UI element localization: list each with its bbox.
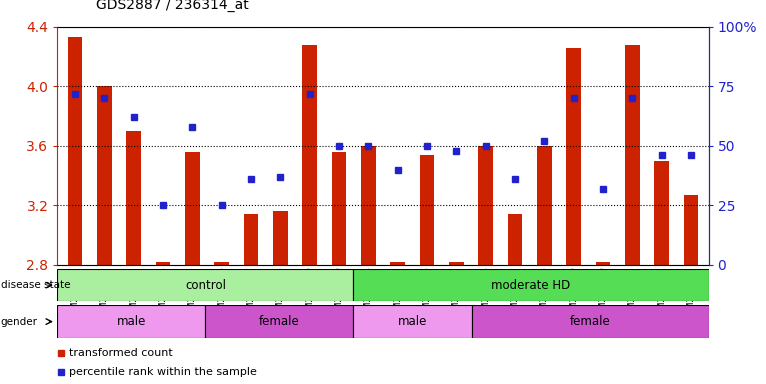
Bar bbox=[478, 146, 493, 265]
Bar bbox=[57, 305, 205, 338]
Bar bbox=[205, 305, 353, 338]
Bar bbox=[353, 269, 709, 301]
Text: male: male bbox=[398, 315, 427, 328]
Bar bbox=[625, 45, 640, 265]
Bar bbox=[273, 211, 288, 265]
Text: control: control bbox=[185, 279, 226, 291]
Text: percentile rank within the sample: percentile rank within the sample bbox=[69, 367, 257, 377]
Bar bbox=[508, 214, 522, 265]
Bar bbox=[537, 146, 552, 265]
Bar bbox=[303, 45, 317, 265]
Bar bbox=[155, 262, 170, 265]
Bar bbox=[391, 262, 405, 265]
Bar bbox=[57, 269, 353, 301]
Bar bbox=[185, 152, 200, 265]
Text: moderate HD: moderate HD bbox=[491, 279, 571, 291]
Text: gender: gender bbox=[1, 316, 38, 327]
Bar bbox=[244, 214, 258, 265]
Bar bbox=[332, 152, 346, 265]
Text: female: female bbox=[259, 315, 300, 328]
Text: male: male bbox=[116, 315, 146, 328]
Text: disease state: disease state bbox=[1, 280, 70, 290]
Bar bbox=[449, 262, 463, 265]
Bar bbox=[566, 48, 581, 265]
Bar bbox=[654, 161, 669, 265]
Bar bbox=[683, 195, 699, 265]
Bar bbox=[472, 305, 709, 338]
Bar bbox=[420, 155, 434, 265]
Bar bbox=[97, 86, 112, 265]
Bar bbox=[126, 131, 141, 265]
Bar bbox=[214, 262, 229, 265]
Text: female: female bbox=[570, 315, 611, 328]
Text: transformed count: transformed count bbox=[69, 348, 173, 358]
Bar bbox=[67, 37, 83, 265]
Text: GDS2887 / 236314_at: GDS2887 / 236314_at bbox=[96, 0, 248, 12]
Bar bbox=[361, 146, 375, 265]
Bar bbox=[596, 262, 611, 265]
Bar bbox=[353, 305, 472, 338]
